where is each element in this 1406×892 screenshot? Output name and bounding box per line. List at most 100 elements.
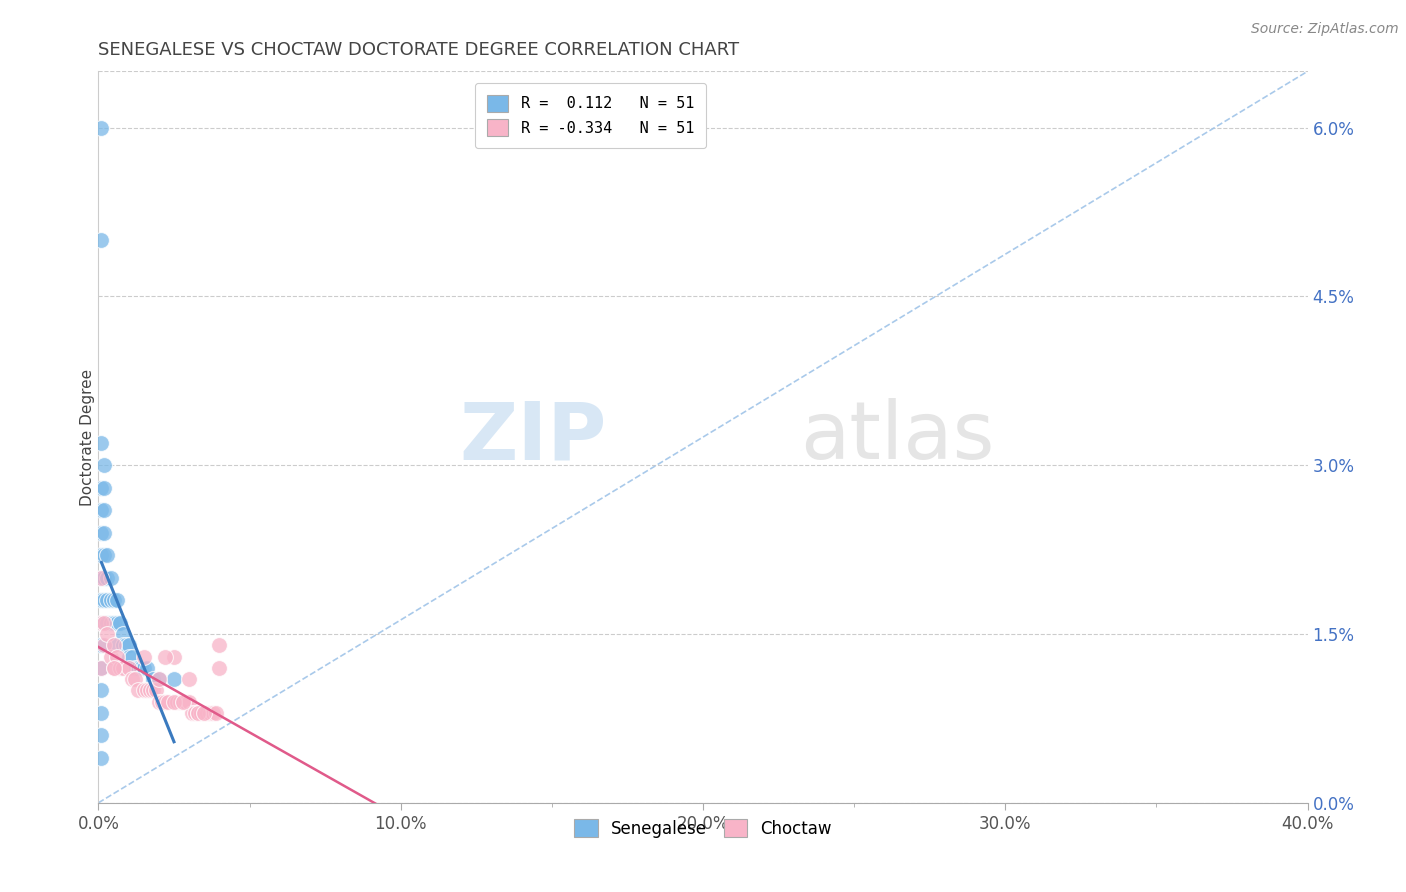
Point [96,548,118,562]
Point [181,706,204,720]
Point [153,649,176,664]
Point [135,661,157,675]
Text: Source: ZipAtlas.com: Source: ZipAtlas.com [1251,22,1399,37]
Point [200,706,222,720]
Point [208,661,231,675]
Point [108,615,131,630]
Point [90,593,112,607]
Point [105,615,128,630]
Point [111,661,134,675]
Point [163,649,186,664]
Point [93,481,115,495]
Point [118,638,141,652]
Point [93,525,115,540]
Point [163,672,186,686]
Point [193,706,215,720]
Point [90,638,112,652]
Point [153,694,176,708]
Point [105,649,128,664]
Point [174,694,197,708]
Point [96,627,118,641]
Point [90,571,112,585]
Point [148,694,170,708]
Point [96,571,118,585]
Point [90,661,112,675]
Point [90,435,112,450]
Point [93,571,115,585]
Point [150,694,173,708]
Point [90,120,112,135]
Point [96,615,118,630]
Point [208,638,231,652]
Point [184,706,207,720]
Point [103,661,125,675]
Point [148,672,170,686]
Legend: Senegalese, Choctaw: Senegalese, Choctaw [562,807,844,849]
Point [166,694,188,708]
Point [100,593,122,607]
Point [90,548,112,562]
Point [103,638,125,652]
Point [124,672,146,686]
Point [139,683,162,698]
Point [156,694,179,708]
Point [90,233,112,247]
Point [127,683,149,698]
Point [205,706,228,720]
Point [172,694,194,708]
Point [90,481,112,495]
Point [129,661,152,675]
Text: SENEGALESE VS CHOCTAW DOCTORATE DEGREE CORRELATION CHART: SENEGALESE VS CHOCTAW DOCTORATE DEGREE C… [98,41,740,59]
Text: ZIP: ZIP [458,398,606,476]
Point [121,672,143,686]
Point [132,661,155,675]
Point [103,593,125,607]
Point [114,638,136,652]
Point [142,672,165,686]
Point [111,638,134,652]
Point [93,548,115,562]
Point [93,593,115,607]
Point [90,571,112,585]
Point [93,638,115,652]
Point [93,458,115,473]
Point [193,706,215,720]
Point [169,694,191,708]
Y-axis label: Doctorate Degree: Doctorate Degree [80,368,94,506]
Point [103,661,125,675]
Point [132,683,155,698]
Point [100,615,122,630]
Point [121,649,143,664]
Point [118,649,141,664]
Point [103,615,125,630]
Point [179,672,201,686]
Point [111,627,134,641]
Point [124,661,146,675]
Point [187,706,209,720]
Point [93,615,115,630]
Point [187,706,209,720]
Point [195,706,218,720]
Point [100,649,122,664]
Point [90,706,112,720]
Point [90,728,112,742]
Point [148,672,170,686]
Point [142,683,165,698]
Point [90,615,112,630]
Point [90,503,112,517]
Point [202,706,225,720]
Point [90,615,112,630]
Point [118,661,141,675]
Point [90,683,112,698]
Point [105,593,128,607]
Point [90,525,112,540]
Point [135,683,157,698]
Point [93,503,115,517]
Point [93,615,115,630]
Point [90,751,112,765]
Point [108,661,131,675]
Point [90,661,112,675]
Point [179,694,201,708]
Point [96,593,118,607]
Point [103,638,125,652]
